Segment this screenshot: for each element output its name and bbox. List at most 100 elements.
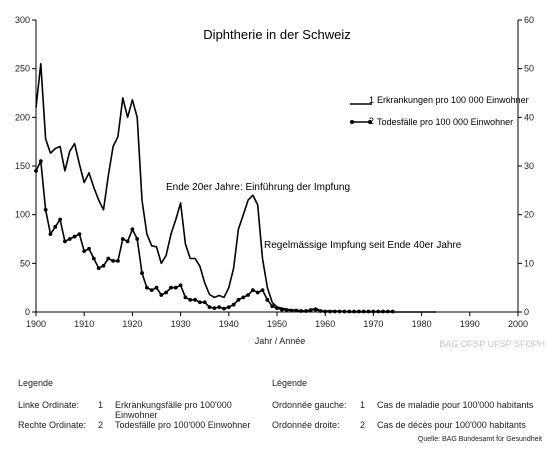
series-2-point xyxy=(212,306,217,311)
series-2-point xyxy=(178,283,183,288)
series-2-point xyxy=(366,309,371,314)
legend-de-row2-text: Todesfälle pro 100'000 Einwohner xyxy=(115,420,251,430)
y-tick-label-left: 50 xyxy=(20,258,30,268)
series-2-point xyxy=(149,288,154,292)
series-2-point xyxy=(106,256,111,261)
legend-de-title: Legende xyxy=(18,378,54,388)
series-2-point xyxy=(159,293,164,297)
legend-fr-title: Légende xyxy=(272,378,308,388)
y-tick-label-left: 300 xyxy=(15,15,30,25)
annotation-2: Regelmässige Impfung seit Ende 40er Jahr… xyxy=(264,240,462,251)
chart-title: Diphtherie in der Schweiz xyxy=(203,27,350,42)
x-tick-label: 1920 xyxy=(122,319,142,329)
legend-key-2: 2 xyxy=(369,116,374,126)
series-2-point xyxy=(251,288,255,292)
series-2-point xyxy=(183,295,188,300)
series-2-point xyxy=(337,309,342,314)
y-tick-label-right: 40 xyxy=(524,112,534,122)
legend-fr-row2-text: Cas de décès pour 100'000 habitants xyxy=(377,420,526,430)
y-tick-label-right: 30 xyxy=(524,161,534,171)
series-2-point xyxy=(197,300,202,305)
series-2-point xyxy=(67,237,72,241)
legend-fr-row2-label: Ordonnée droite: xyxy=(272,420,340,430)
series-2-point xyxy=(371,309,376,314)
series-2-point xyxy=(164,290,169,295)
legend-key-1: 1 xyxy=(369,95,374,105)
legend-de-row1-text2: Einwohner xyxy=(115,410,158,420)
series-2-point xyxy=(270,304,275,309)
series-2-point xyxy=(241,295,246,300)
series-2-point xyxy=(299,309,303,313)
series-2-point xyxy=(376,309,381,314)
series-2-point xyxy=(236,297,241,302)
legend-de-row1-label: Linke Ordinate: xyxy=(18,400,80,410)
series-2-point xyxy=(323,309,328,314)
series-2-point xyxy=(222,306,226,311)
series-2-point xyxy=(284,308,289,312)
series-2-point xyxy=(87,246,91,251)
series-2-point xyxy=(207,305,212,310)
y-tick-label-right: 20 xyxy=(524,210,534,220)
legend-fr-row1-label: Ordonnée gauche: xyxy=(272,400,347,410)
legend-label-2: Todesfälle pro 100 000 Einwohner xyxy=(377,117,513,127)
series-2-point xyxy=(77,232,82,237)
annotation-1: Ende 20er Jahre: Einführung der Impfung xyxy=(166,182,350,193)
source-note: Quelle: BAG Bundesamt für Gesundheit xyxy=(417,436,542,443)
series-2-point xyxy=(144,285,149,290)
legend-fr-row1-text: Cas de maladie pour 100'000 habitants xyxy=(377,400,534,410)
series-2-point xyxy=(352,309,357,314)
y-tick-label-left: 200 xyxy=(15,112,30,122)
series-2-point xyxy=(101,263,106,268)
x-tick-label: 1930 xyxy=(171,319,191,329)
series-2-point xyxy=(125,239,130,244)
series-2-point xyxy=(332,309,337,314)
x-tick-label: 1940 xyxy=(219,319,239,329)
legend-marker-right xyxy=(368,120,372,124)
series-2-point xyxy=(48,232,53,237)
series-2-point xyxy=(255,290,260,295)
watermark: BAG OFSP UFSP SFOPH xyxy=(439,339,545,349)
legend-de-row1-text: Erkrankungsfälle pro 100'000 xyxy=(115,400,232,410)
series-2-point xyxy=(289,308,294,313)
chart-labels: 0 50 100 150 200 250 300 0 10 20 30 40 50 60 1900 1910 1… xyxy=(15,15,545,349)
series-2-point xyxy=(63,239,67,244)
x-tick-label: 1950 xyxy=(267,319,287,329)
series-2-point xyxy=(58,217,62,222)
y-tick-label-left: 250 xyxy=(15,64,30,74)
series-2-point xyxy=(390,309,395,314)
series-2-point xyxy=(96,266,101,271)
x-tick-label: 1980 xyxy=(412,319,432,329)
series-2-point xyxy=(154,285,159,290)
series-2-point xyxy=(169,285,173,290)
y-tick-label-right: 0 xyxy=(524,307,529,317)
series-2-point xyxy=(130,227,135,232)
series-2-point xyxy=(265,297,270,302)
series-2-point xyxy=(53,224,58,229)
series-2-point xyxy=(43,207,48,212)
legend-label-1: Erkrankungen pro 100 000 Einwohner xyxy=(377,95,529,105)
legend-fr-row1-num: 1 xyxy=(360,400,366,410)
x-tick-label: 2000 xyxy=(508,319,528,329)
legend-marker-left xyxy=(350,120,354,124)
x-tick-label: 1990 xyxy=(460,319,480,329)
series-2-point xyxy=(318,309,323,313)
series-2-point xyxy=(381,309,385,314)
x-tick-label: 1970 xyxy=(363,319,383,329)
series-2-point xyxy=(173,285,178,290)
series-2-point xyxy=(116,259,120,263)
series-2-point xyxy=(231,302,236,307)
legend-de-row2-label: Rechte Ordinate: xyxy=(18,420,87,430)
y-tick-label-left: 0 xyxy=(25,307,30,317)
series-2-point xyxy=(217,305,222,310)
series-2-point xyxy=(385,309,390,314)
series-2-point xyxy=(304,309,308,313)
x-tick-label: 1960 xyxy=(315,319,335,329)
series-2-point xyxy=(82,249,87,254)
series-2-point xyxy=(135,237,140,241)
series-2-point xyxy=(357,309,361,314)
series-2-point xyxy=(72,234,77,239)
series-2-point xyxy=(111,259,116,263)
x-tick-label: 1900 xyxy=(26,319,46,329)
series-2-point xyxy=(246,293,250,297)
